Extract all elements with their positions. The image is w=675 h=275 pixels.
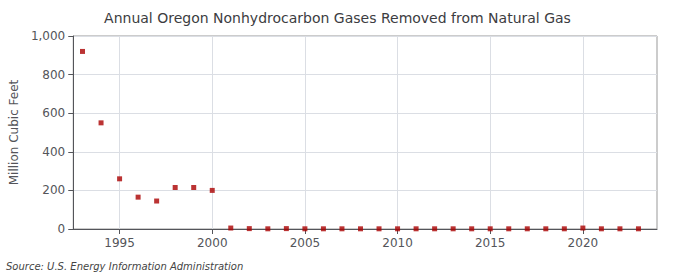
svg-text:Million Cubic Feet: Million Cubic Feet — [7, 79, 21, 185]
svg-text:400: 400 — [42, 145, 65, 159]
svg-text:1,000: 1,000 — [31, 29, 65, 43]
svg-text:800: 800 — [42, 68, 65, 82]
svg-text:Annual Oregon Nonhydrocarbon G: Annual Oregon Nonhydrocarbon Gases Remov… — [104, 10, 571, 26]
svg-text:2005: 2005 — [290, 236, 321, 250]
svg-text:2015: 2015 — [475, 236, 506, 250]
svg-text:600: 600 — [42, 106, 65, 120]
svg-text:2020: 2020 — [568, 236, 599, 250]
svg-text:Source: U.S. Energy Informatio: Source: U.S. Energy Information Administ… — [6, 261, 243, 272]
svg-text:0: 0 — [58, 222, 66, 236]
svg-text:1995: 1995 — [104, 236, 135, 250]
svg-text:2010: 2010 — [382, 236, 413, 250]
svg-text:2000: 2000 — [197, 236, 228, 250]
svg-text:200: 200 — [42, 183, 65, 197]
